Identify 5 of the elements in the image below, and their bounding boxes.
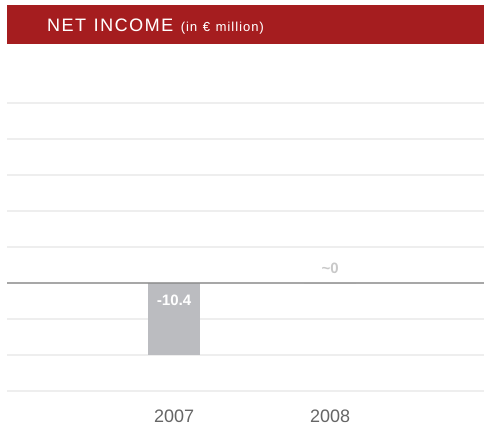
data-label: -10.4 <box>156 292 192 309</box>
chart-title: NET INCOME <box>47 15 175 35</box>
chart-subtitle: (in € million) <box>180 19 265 34</box>
x-tick-label: 2008 <box>310 406 350 424</box>
x-tick-label: 2007 <box>154 406 194 424</box>
